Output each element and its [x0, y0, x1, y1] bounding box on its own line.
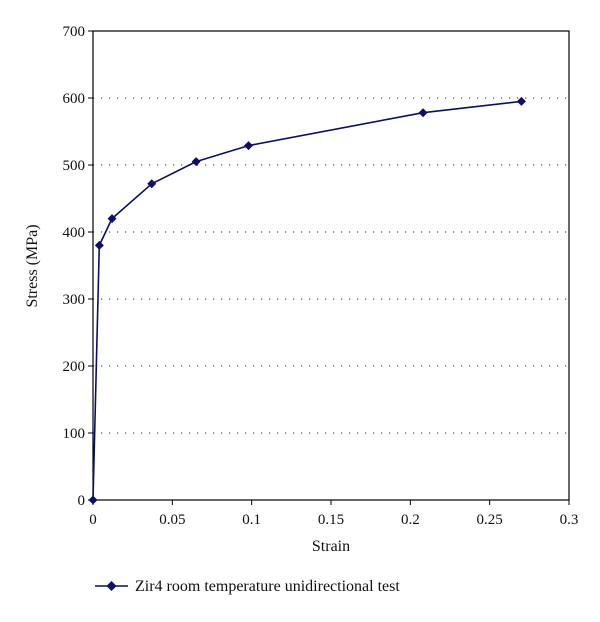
grid-lines [93, 97, 569, 434]
series-layer [88, 96, 526, 505]
axis-ticks: 0 100 200 300 400 500 600 700 0 0.05 0.1 0.15 0.2 0.2… [63, 24, 579, 528]
x-tick-label: 0.3 [560, 512, 579, 528]
legend-label: Zir4 room temperature unidirectional tes… [135, 578, 400, 595]
x-tick-label: 0.05 [159, 512, 185, 528]
data-point-marker [88, 495, 98, 505]
data-point-marker [418, 108, 428, 118]
y-axis-title: Stress (MPa) [24, 224, 41, 307]
y-tick-label: 0 [78, 493, 86, 509]
data-point-marker [107, 214, 117, 224]
x-tick-label: 0.25 [477, 512, 503, 528]
x-tick-label: 0.15 [318, 512, 344, 528]
x-tick-label: 0 [89, 512, 97, 528]
x-tick-label: 0.2 [401, 512, 420, 528]
y-tick-label: 100 [63, 426, 86, 442]
data-point-marker [243, 141, 253, 151]
y-tick-label: 500 [63, 158, 86, 174]
legend: Zir4 room temperature unidirectional tes… [95, 578, 400, 595]
y-tick-label: 400 [63, 225, 86, 241]
x-axis-title: Strain [312, 538, 350, 555]
data-point-marker [147, 179, 157, 189]
series-line [92, 100, 522, 501]
data-point-marker [516, 96, 526, 106]
data-point-marker [94, 240, 104, 250]
legend-diamond-icon [106, 581, 117, 591]
data-point-marker [191, 157, 201, 167]
y-tick-label: 300 [63, 292, 86, 308]
y-tick-label: 700 [63, 24, 86, 40]
x-tick-label: 0.1 [242, 512, 261, 528]
y-tick-label: 200 [63, 359, 86, 375]
plot-area [92, 30, 570, 501]
y-tick-label: 600 [63, 91, 86, 107]
